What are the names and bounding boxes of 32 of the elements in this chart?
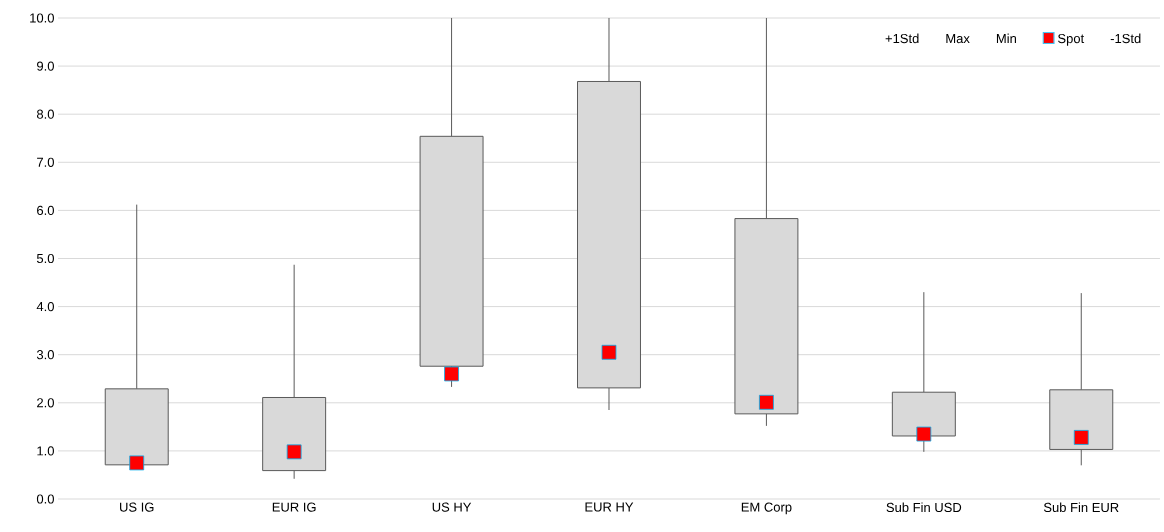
x-tick-label: EM Corp: [741, 502, 792, 515]
y-tick-label: 3.0: [36, 350, 54, 360]
y-tick-label: 10.0: [30, 13, 54, 23]
candlestick: [1049, 292, 1114, 466]
point: [759, 394, 774, 410]
point: [444, 366, 459, 382]
y-tick-label: 0.0: [36, 494, 54, 504]
annotation: +1Std: [885, 33, 919, 44]
y-tick-label: 8.0: [36, 109, 54, 119]
point: [129, 455, 145, 471]
y-tick-label: 6.0: [37, 205, 54, 215]
annotation: -1Std: [1110, 33, 1141, 44]
x-tick-label: Sub Fin EUR: [1043, 502, 1119, 513]
candlestick: [262, 264, 327, 480]
point: [601, 344, 617, 360]
x-tick-label: Sub Fin USD: [886, 502, 962, 513]
y-tick-label: 2.0: [37, 398, 54, 408]
legend-label: Spot: [1058, 33, 1085, 46]
point: [1073, 430, 1089, 445]
x-tick-label: US IG: [120, 502, 154, 512]
y-tick-label: 5.0: [36, 253, 54, 264]
y-tick-label: 7.0: [37, 157, 54, 167]
annotation: Min: [996, 33, 1016, 44]
y-tick-label: 9.0: [37, 61, 54, 71]
point: [286, 444, 302, 460]
annotation: Max: [946, 34, 970, 44]
y-tick-label: 1.0: [37, 446, 54, 456]
x-tick-label: US HY: [432, 502, 472, 512]
y-tick-label: 4.0: [36, 301, 54, 312]
x-tick-label: EUR HY: [585, 502, 634, 512]
x-tick-label: EUR IG: [272, 502, 316, 512]
point: [916, 426, 932, 442]
